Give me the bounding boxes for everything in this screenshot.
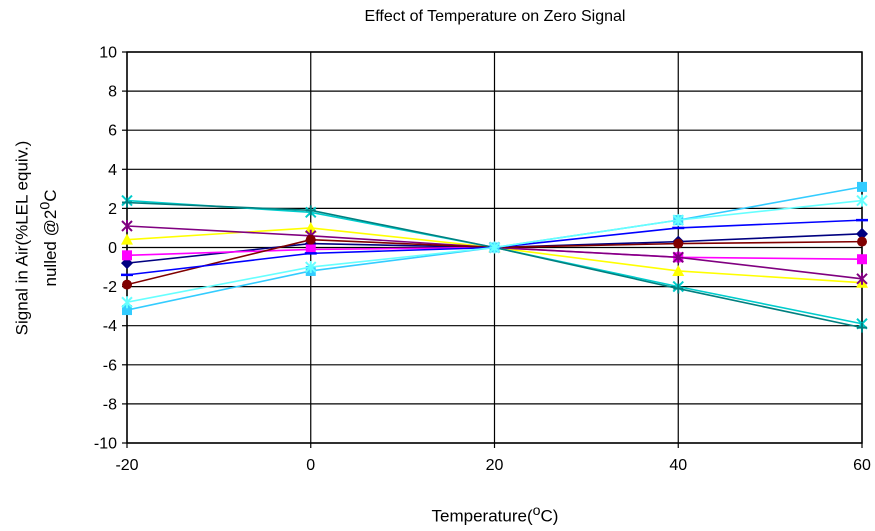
- y-tick-label: -8: [103, 396, 117, 413]
- series-group: [121, 181, 868, 333]
- data-point: [857, 236, 867, 247]
- x-tick-label: 40: [669, 457, 687, 474]
- y-axis-label-line2-unit: C: [40, 189, 60, 202]
- data-point: [488, 241, 501, 254]
- y-axis-label-line1: Signal in Air(%LEL equiv.): [12, 140, 32, 336]
- y-tick-label: 4: [108, 162, 117, 179]
- data-point: [305, 244, 316, 255]
- x-tick-label: 0: [306, 457, 315, 474]
- y-tick-label: 10: [99, 45, 117, 62]
- data-point: [857, 181, 867, 192]
- data-point: [122, 197, 132, 208]
- x-axis-label-unit: C): [540, 506, 559, 526]
- y-tick-label: 6: [108, 123, 117, 140]
- data-point: [856, 227, 868, 240]
- data-point: [304, 221, 317, 233]
- data-point: [121, 219, 133, 232]
- data-point: [305, 234, 316, 245]
- data-point: [305, 261, 317, 274]
- data-point: [857, 254, 867, 265]
- y-tick-label: 2: [108, 201, 117, 218]
- chart-title: Effect of Temperature on Zero Signal: [364, 8, 626, 25]
- data-point: [673, 283, 684, 294]
- data-point: [121, 233, 133, 245]
- data-point: [672, 251, 684, 264]
- x-tick-label: 60: [853, 457, 871, 474]
- data-point: [122, 279, 132, 290]
- data-point: [121, 296, 133, 309]
- data-point: [672, 264, 685, 276]
- y-tick-label: -2: [103, 279, 117, 296]
- y-axis-label-line2: nulled @20C: [35, 78, 63, 398]
- y-axis-label-line2-superscript: 0: [37, 201, 54, 210]
- data-point: [673, 238, 684, 249]
- y-tick-label: 8: [108, 84, 117, 101]
- y-tick-label: 0: [108, 240, 117, 257]
- data-point: [122, 305, 132, 316]
- data-point: [305, 205, 316, 216]
- x-axis-label: Temperature(oC): [300, 503, 690, 527]
- x-tick-label: 20: [486, 457, 504, 474]
- x-axis-label-superscript: o: [532, 503, 541, 519]
- data-point: [856, 194, 868, 207]
- y-tick-label: -4: [103, 318, 117, 335]
- y-tick-label: -6: [103, 357, 117, 374]
- x-tick-label: -20: [115, 457, 138, 474]
- data-point: [122, 250, 132, 261]
- y-axis-label: Signal in Air(%LEL equiv.) nulled @20C: [11, 78, 64, 398]
- data-series: [121, 194, 868, 309]
- data-point: [857, 322, 867, 333]
- data-point: [672, 214, 684, 227]
- x-axis-label-main: Temperature(: [431, 506, 533, 526]
- y-tick-label: -10: [94, 436, 117, 453]
- y-axis-label-line2-main: nulled @2: [40, 209, 60, 287]
- data-point: [856, 272, 868, 285]
